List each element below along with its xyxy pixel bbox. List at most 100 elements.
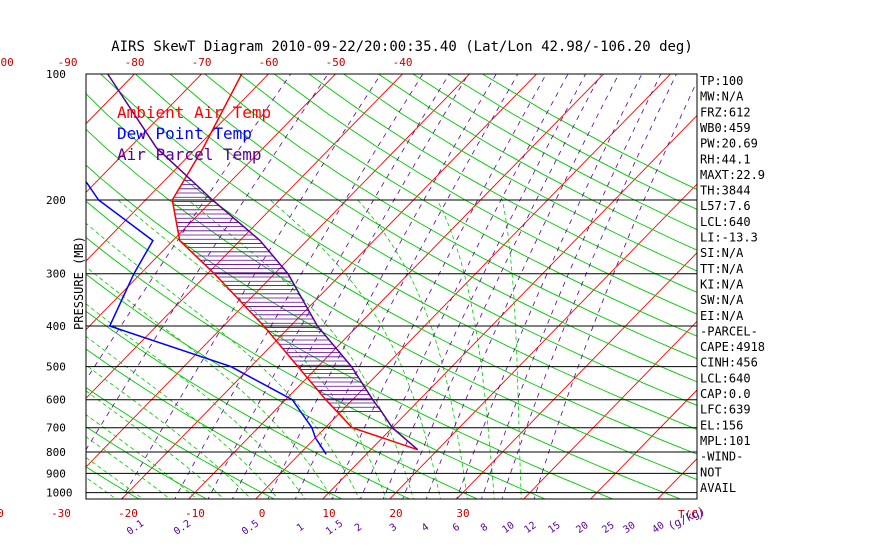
stat-item: FRZ:612	[700, 105, 751, 119]
mixing-ratio-tick-label: 25	[600, 520, 616, 536]
temp-tick-label: -40	[0, 507, 4, 520]
stat-item: TP:100	[700, 74, 743, 88]
chart-title: AIRS SkewT Diagram 2010-09-22/20:00:35.4…	[111, 39, 693, 55]
stat-item: EL:156	[700, 418, 743, 432]
stat-item: WB0:459	[700, 121, 751, 135]
stat-item: SI:N/A	[700, 246, 744, 260]
stat-item: L57:7.6	[700, 199, 751, 213]
moist-adiabat-line	[86, 436, 171, 499]
isotherm-line	[86, 74, 270, 262]
stat-item: LI:-13.3	[700, 231, 758, 245]
moist-adiabat-line	[86, 303, 306, 499]
isotherm-line	[86, 74, 471, 468]
isotherm-line	[0, 65, 10, 502]
mixing-ratio-tick-label: 8	[479, 522, 490, 534]
legend: Ambient Air Temp Dew Point Temp Air Parcel…	[117, 103, 271, 164]
temp-tick-label: 0	[259, 507, 266, 520]
mixing-ratio-line	[402, 74, 602, 499]
dry-adiabat-line	[378, 74, 697, 251]
pressure-tick-label: 500	[46, 361, 66, 374]
moist-adiabat-line	[502, 199, 522, 499]
mixing-ratio-tick-label: 1.5	[324, 518, 345, 537]
series-line-dew-point-temp	[86, 180, 327, 455]
mixing-ratio-line	[294, 74, 519, 499]
moist-adiabat-line	[187, 199, 414, 499]
stat-item: AVAIL	[700, 481, 736, 495]
pressure-tick-label: 1000	[46, 487, 73, 500]
stat-item: TH:3844	[700, 184, 751, 198]
pressure-tick-label: 100	[46, 68, 66, 81]
mixing-ratio-tick-label: 3	[388, 522, 399, 534]
sounding-series	[86, 74, 419, 455]
moist-adiabat-line	[86, 364, 252, 499]
stat-item: NOT	[700, 465, 722, 479]
series-line-ambient-air-temp	[171, 74, 418, 451]
temp-tick-label: 30	[456, 507, 469, 520]
isotherm-line	[456, 252, 697, 499]
stat-item: RH:44.1	[700, 152, 751, 166]
top-temp-tick-label: -40	[393, 56, 413, 69]
y-axis-label: PRESSURE (MB)	[72, 236, 86, 330]
moist-adiabat-line	[269, 199, 441, 499]
mixing-ratio-line	[267, 74, 497, 499]
dry-adiabat-line	[412, 74, 697, 231]
dry-adiabat-line	[86, 164, 682, 499]
isotherm-line	[86, 74, 404, 399]
isotherm-line	[86, 74, 203, 193]
mixing-ratio-tick-label: 0.1	[125, 518, 146, 537]
mixing-ratio-line	[331, 74, 547, 499]
stat-item: LCL:640	[700, 371, 751, 385]
dry-adiabat-line	[86, 310, 411, 499]
moist-adiabat-line	[86, 335, 279, 499]
dry-adiabat-line	[86, 273, 479, 499]
stat-item: LFC:639	[700, 403, 751, 417]
isotherm-line	[523, 320, 697, 499]
pressure-tick-label: 900	[46, 467, 66, 480]
temp-tick-label: -30	[51, 507, 71, 520]
pressure-tick-label: 400	[46, 320, 66, 333]
temp-tick-label: -10	[185, 507, 205, 520]
moist-adiabat-line	[357, 199, 468, 499]
mixing-ratio-line	[425, 74, 620, 499]
top-temp-tick-label: -90	[58, 56, 78, 69]
legend-entry: Ambient Air Temp	[117, 103, 271, 122]
background-grid	[0, 65, 697, 502]
legend-entry: Dew Point Temp	[117, 124, 252, 143]
top-temp-tick-label: -70	[192, 56, 212, 69]
dry-adiabat-line	[86, 348, 344, 499]
pressure-tick-label: 300	[46, 268, 66, 281]
cape-hatch	[172, 175, 382, 412]
top-temp-tick-label: -50	[326, 56, 346, 69]
mixing-ratio-line	[533, 80, 697, 499]
mixing-ratio-line	[456, 74, 643, 499]
isotherm-line	[389, 183, 697, 499]
isotherm-line	[322, 114, 697, 499]
mixing-ratio-tick-label: 40	[650, 520, 666, 536]
top-temp-tick-label: -60	[259, 56, 279, 69]
mixing-ratio-tick-label: 20	[574, 520, 590, 536]
mixing-ratio-line	[174, 74, 424, 499]
mixing-ratio-tick-label: 30	[621, 520, 637, 536]
dry-adiabat-line	[100, 74, 697, 430]
dry-adiabat-line	[0, 74, 7, 501]
isotherm-line	[0, 65, 77, 502]
stat-item: PW:20.69	[700, 137, 758, 151]
dry-adiabat-line	[86, 200, 614, 499]
mixing-ratio-line	[481, 74, 662, 499]
dry-adiabat-line	[169, 74, 697, 383]
moist-adiabat-line	[86, 390, 225, 499]
dry-adiabat-line	[86, 236, 547, 499]
mixing-ratio-tick-label: 0.5	[240, 518, 261, 537]
top-temp-tick-label: -100	[0, 56, 14, 69]
stat-item: KI:N/A	[700, 277, 744, 291]
mixing-ratio-line	[501, 74, 677, 499]
x-axis-right-label: T(C)	[678, 508, 705, 521]
mixing-ratio-line	[121, 74, 382, 499]
stat-item: MW:N/A	[700, 90, 744, 104]
dry-adiabat-line	[343, 74, 697, 272]
moist-adiabat-line	[86, 222, 360, 499]
moist-adiabat-line	[86, 457, 144, 499]
legend-entry: Air Parcel Temp	[117, 145, 262, 164]
isotherm-line	[188, 74, 605, 499]
